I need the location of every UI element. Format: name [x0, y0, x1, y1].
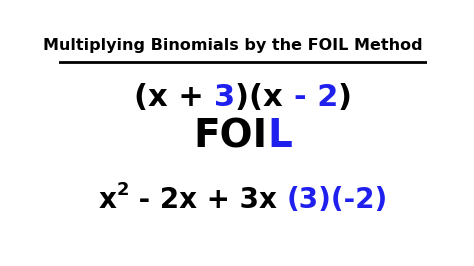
Text: (3)(-2): (3)(-2) — [286, 186, 387, 214]
Text: - 2x + 3x: - 2x + 3x — [129, 186, 286, 214]
Text: 2: 2 — [116, 181, 129, 199]
Text: (x +: (x + — [134, 83, 214, 112]
Text: x: x — [99, 186, 116, 214]
Text: ): ) — [338, 83, 352, 112]
Text: 3: 3 — [214, 83, 236, 112]
Text: FOI: FOI — [193, 117, 267, 155]
Text: )(x: )(x — [236, 83, 294, 112]
Text: L: L — [267, 117, 292, 155]
Text: Multiplying Binomials by the FOIL Method: Multiplying Binomials by the FOIL Method — [43, 38, 423, 53]
Text: - 2: - 2 — [294, 83, 338, 112]
